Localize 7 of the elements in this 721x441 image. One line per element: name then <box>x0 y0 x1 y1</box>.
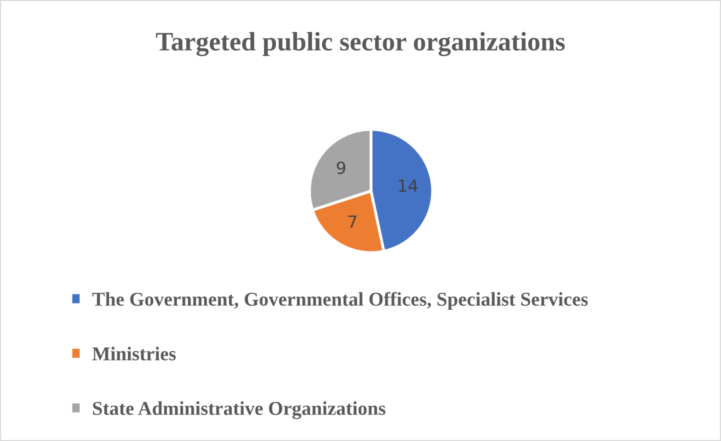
chart-title: Targeted public sector organizations <box>156 32 565 56</box>
data-label: 7 <box>348 215 356 228</box>
legend-label: Ministries <box>92 346 176 360</box>
data-label: 9 <box>336 162 346 174</box>
legend-label: The Government, Governmental Offices, Specialist Services <box>92 292 588 310</box>
data-label: 14 <box>398 180 418 192</box>
legend-label: State Administrative Organizations <box>93 401 386 420</box>
